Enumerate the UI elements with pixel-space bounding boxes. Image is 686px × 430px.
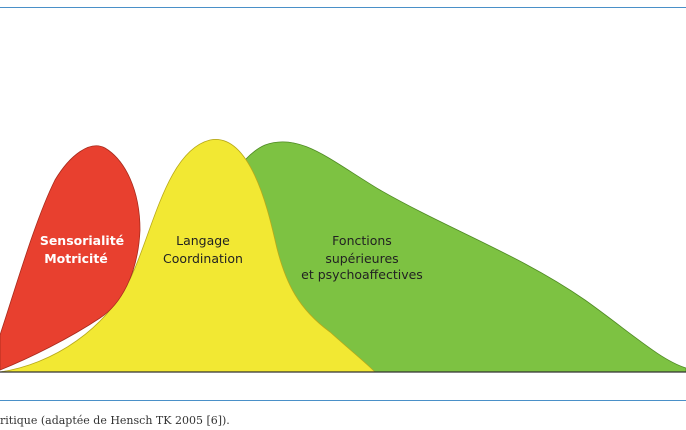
- bottom-frame-rule: [0, 400, 686, 401]
- green-label-line-2: supérieures: [325, 251, 398, 266]
- green-label-line-1: Fonctions: [332, 233, 392, 248]
- top-frame-rule: [0, 7, 686, 8]
- red-label-line-2: Motricité: [44, 251, 108, 266]
- figure-caption: ritique (adaptée de Hensch TK 2005 [6]).: [0, 414, 230, 427]
- yellow-label-line-1: Langage: [176, 233, 230, 248]
- red-label-line-1: Sensorialité: [40, 233, 124, 248]
- critical-periods-diagram: Sensorialité Motricité Langage Coordinat…: [0, 139, 686, 373]
- yellow-label-line-2: Coordination: [163, 251, 243, 266]
- red-curve: [0, 145, 141, 371]
- green-label-line-3: et psychoaffectives: [301, 267, 423, 282]
